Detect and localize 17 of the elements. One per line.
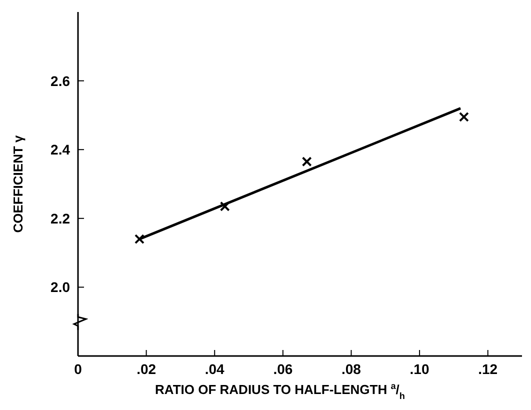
point: [302, 156, 312, 167]
y-tick-label: 2.2: [50, 210, 70, 226]
x-tick-label: .10: [410, 360, 430, 377]
y-tick-label: 2.0: [50, 279, 70, 296]
x-tick-label: .08: [341, 360, 362, 377]
y-tick-label: 2.6: [50, 72, 70, 89]
y-tick-label: 2.4: [50, 142, 70, 158]
point: [458, 112, 469, 122]
x-tick-label: .06: [273, 360, 293, 377]
x-tick-label: .12: [478, 360, 498, 377]
x-tick-label: .04: [204, 360, 225, 377]
y-axis-title: COEFFICIENT γ: [10, 134, 26, 233]
x-axis-title: RATIO OF RADIUS TO HALF-LENGTH $^{a}$/$_{h}$: [155, 381, 405, 401]
x-tick-label: 0: [74, 360, 82, 377]
point: [134, 234, 144, 244]
x-tick-label: .02: [136, 360, 156, 377]
point: [220, 201, 230, 212]
